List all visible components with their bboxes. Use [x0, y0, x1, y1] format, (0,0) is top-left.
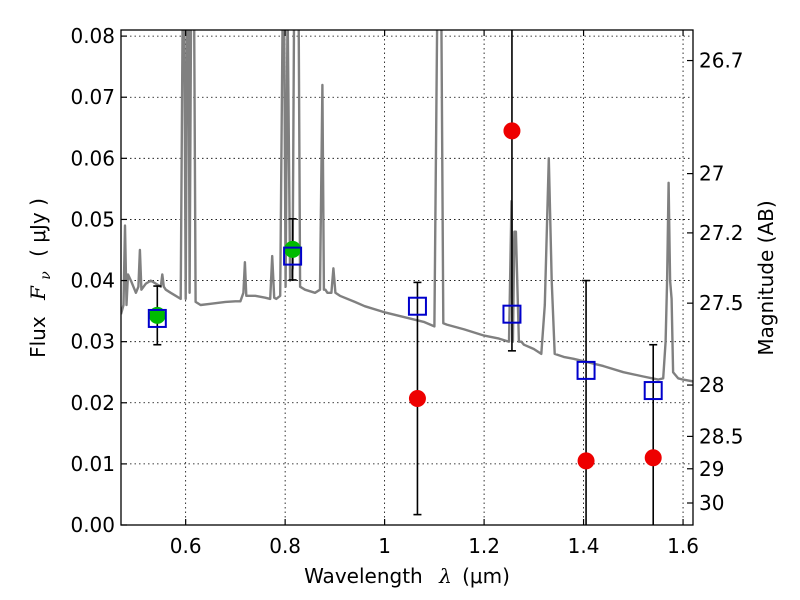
y-tick-label: 0.01	[70, 452, 115, 476]
model-flux-box	[407, 296, 427, 316]
x-tick-label: 1.6	[667, 534, 699, 558]
y-axis-left-title-subscript: ν	[38, 271, 54, 280]
right-tick-label: 27.5	[699, 291, 744, 315]
x-tick-label: 0.8	[269, 534, 301, 558]
y-tick-label: 0.02	[70, 391, 115, 415]
x-tick-label: 1	[378, 534, 391, 558]
right-tick-label: 28.5	[699, 424, 744, 448]
right-tick-label: 27	[699, 162, 724, 186]
y-tick-label: 0.03	[70, 330, 115, 354]
x-axis-title-unit: (μm)	[462, 564, 510, 588]
right-tick-label: 26.7	[699, 49, 744, 73]
y-axis-right-ticks: 26.7 27 27.2 27.5 28 28.5 29 30	[687, 49, 744, 515]
right-tick-label: 28	[699, 373, 724, 397]
x-axis-title: Wavelength λ (μm)	[304, 564, 510, 588]
model-flux-box	[576, 360, 596, 380]
y-axis-left-title-unit: ( μJy )	[26, 198, 50, 257]
y-axis-right-title: Magnitude (AB)	[754, 200, 778, 355]
errorbar-layer	[153, 30, 658, 525]
right-tick-label: 30	[699, 491, 724, 515]
y-tick-label: 0.00	[70, 513, 115, 537]
points-layer	[148, 122, 662, 470]
x-tick-label: 1.2	[468, 534, 500, 558]
y-axis-left-ticks: 0.00 0.01 0.02 0.03 0.04 0.05 0.06 0.07 0.08	[70, 24, 127, 537]
red-data-point	[577, 452, 595, 470]
y-axis-left-title: Flux F ν ( μJy )	[26, 198, 55, 358]
y-tick-label: 0.04	[70, 269, 115, 293]
model-flux-box	[147, 308, 167, 328]
y-tick-label: 0.06	[70, 146, 115, 170]
x-axis-ticks: 0.6 0.8 1 1.2 1.4 1.6	[170, 30, 699, 558]
y-tick-label: 0.05	[70, 207, 115, 231]
y-axis-left-title-symbol: F	[26, 285, 50, 301]
red-data-point	[644, 449, 662, 467]
x-axis-title-symbol: λ	[438, 564, 452, 588]
right-tick-label: 29	[699, 457, 724, 481]
model-box-layer	[147, 246, 663, 401]
x-tick-label: 0.6	[170, 534, 202, 558]
red-data-point	[408, 390, 426, 407]
y-tick-label: 0.08	[70, 24, 115, 48]
y-axis-left-title-prefix: Flux	[26, 316, 50, 358]
y-tick-label: 0.07	[70, 85, 115, 109]
plot-frame	[120, 29, 694, 526]
x-axis-title-prefix: Wavelength	[304, 564, 423, 588]
grid-lines	[121, 30, 693, 526]
x-tick-label: 1.4	[568, 534, 600, 558]
spectrum-line	[121, 30, 693, 383]
model-flux-box	[283, 246, 303, 266]
model-flux-box	[502, 304, 522, 324]
right-tick-label: 27.2	[699, 221, 744, 245]
green-data-point	[284, 240, 302, 258]
model-flux-box	[643, 381, 663, 401]
spectrum-layer	[121, 30, 693, 383]
red-data-point	[503, 122, 521, 140]
